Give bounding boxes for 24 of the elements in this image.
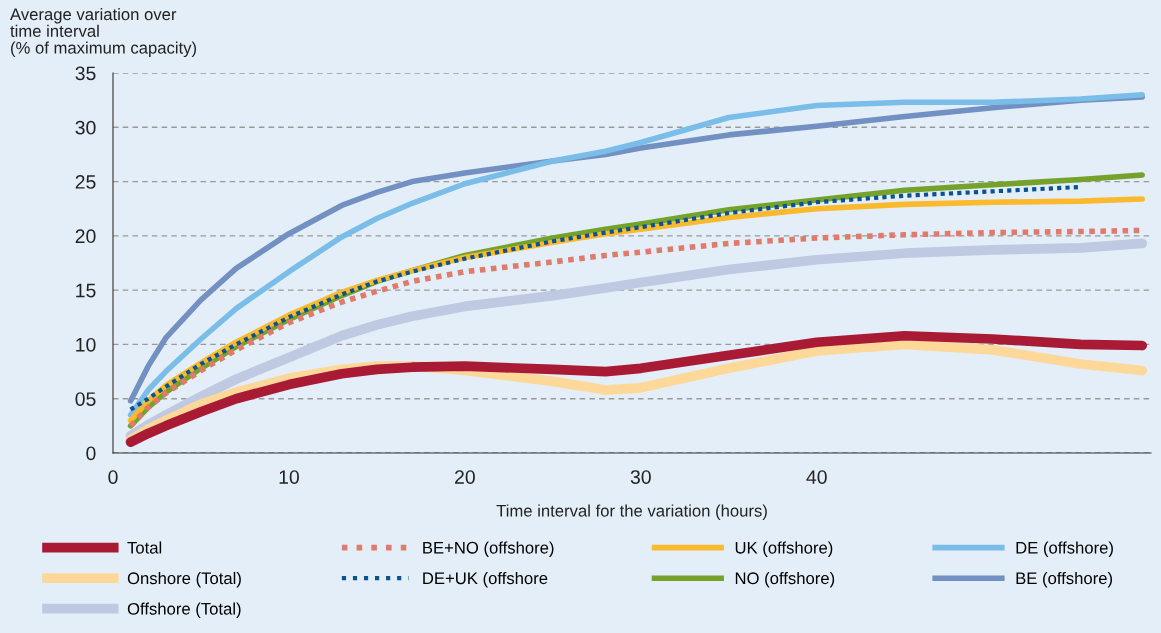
- legend-label: Offshore (Total): [127, 602, 241, 618]
- y-tick-label: 05: [75, 392, 96, 406]
- legend-label: BE (offshore): [1016, 571, 1113, 588]
- y-tick-label: 30: [75, 120, 96, 135]
- x-tick-label: 40: [806, 470, 827, 484]
- y-tick-label: 10: [76, 337, 96, 352]
- y-tick-label: 0: [86, 446, 96, 461]
- legend-label: BE+NO (offshore): [423, 541, 554, 557]
- legend-label: Total: [127, 541, 162, 554]
- x-tick-label: 20: [455, 470, 475, 484]
- legend-label: DE+UK (offshore: [423, 571, 548, 588]
- x-tick-label: 10: [279, 470, 299, 484]
- y-tick-label: 35: [75, 66, 96, 81]
- y-tick-label: 15: [76, 283, 96, 298]
- y-tick-label: 20: [75, 229, 96, 244]
- x-tick-label: 30: [630, 470, 651, 484]
- y-tick-label: 25: [75, 175, 96, 189]
- legend-label: DE (offshore): [1016, 541, 1113, 557]
- x-axis-title: Time interval for the variation (hours): [496, 504, 767, 520]
- legend-label: NO (offshore): [735, 571, 835, 588]
- legend-label: Onshore (Total): [127, 571, 241, 588]
- x-tick-label: 0: [108, 470, 118, 484]
- y-axis-title: Average variation over time interval (% of maximum capacity): [10, 8, 197, 58]
- legend-label: UK (offshore): [735, 541, 833, 557]
